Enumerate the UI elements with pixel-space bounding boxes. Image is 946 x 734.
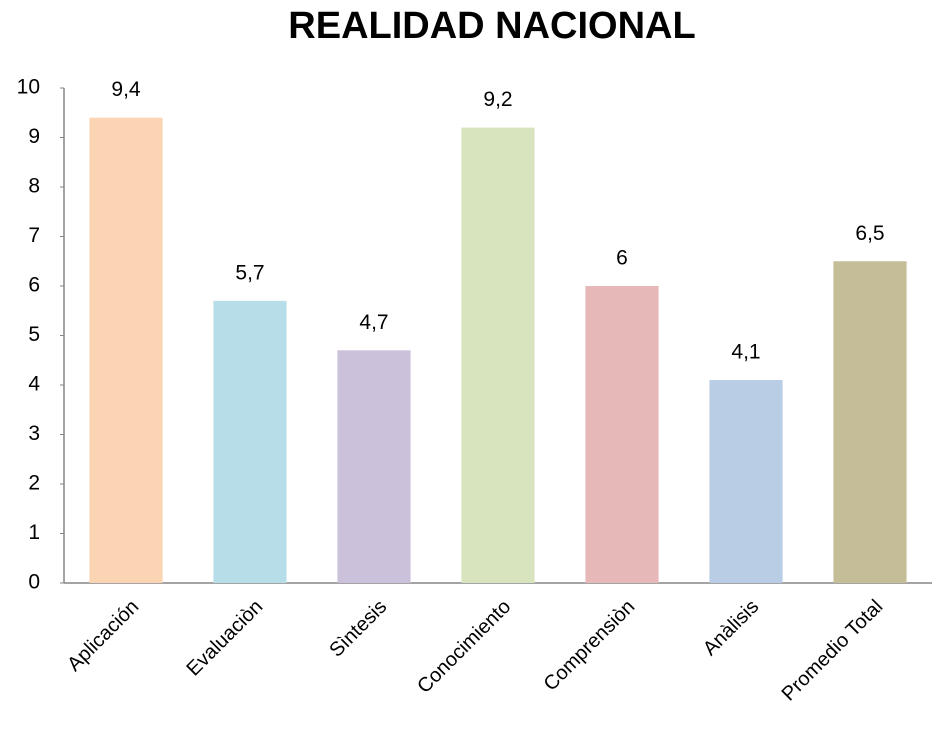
y-tick-label: 4 bbox=[28, 373, 40, 396]
bar bbox=[709, 380, 783, 583]
y-tick-label: 6 bbox=[28, 274, 40, 297]
x-tick-label: Promedio Total bbox=[778, 596, 888, 706]
bar bbox=[833, 261, 907, 583]
x-tick-label: Comprensiòn bbox=[540, 596, 640, 696]
bar bbox=[213, 300, 287, 583]
value-label: 9,2 bbox=[483, 88, 512, 111]
value-label: 6 bbox=[616, 247, 628, 270]
y-tick-label: 8 bbox=[28, 175, 40, 198]
y-tick-label: 10 bbox=[17, 76, 40, 99]
y-tick-label: 0 bbox=[28, 571, 40, 594]
bar bbox=[337, 350, 411, 583]
bar bbox=[89, 117, 163, 583]
y-tick-label: 5 bbox=[28, 323, 40, 346]
value-label: 4,7 bbox=[359, 311, 388, 334]
value-label: 9,4 bbox=[111, 78, 141, 101]
value-label: 4,1 bbox=[731, 341, 760, 364]
x-tick-label: Aplicación bbox=[63, 596, 143, 676]
x-tick-label: Sìntesis bbox=[325, 596, 391, 662]
y-tick-label: 2 bbox=[28, 472, 40, 495]
x-tick-label: Anàlisis bbox=[699, 596, 763, 660]
x-tick-label: Evaluaciòn bbox=[183, 596, 268, 681]
y-tick-label: 7 bbox=[28, 224, 40, 247]
y-tick-label: 9 bbox=[28, 125, 40, 148]
bar bbox=[585, 286, 659, 583]
value-label: 5,7 bbox=[235, 261, 264, 284]
y-tick-label: 3 bbox=[28, 422, 40, 445]
bar bbox=[461, 127, 535, 583]
y-tick-label: 1 bbox=[28, 521, 40, 544]
chart-title: REALIDAD NACIONAL bbox=[288, 5, 695, 47]
x-tick-label: Conocimiento bbox=[413, 596, 515, 698]
value-label: 6,5 bbox=[855, 222, 884, 245]
